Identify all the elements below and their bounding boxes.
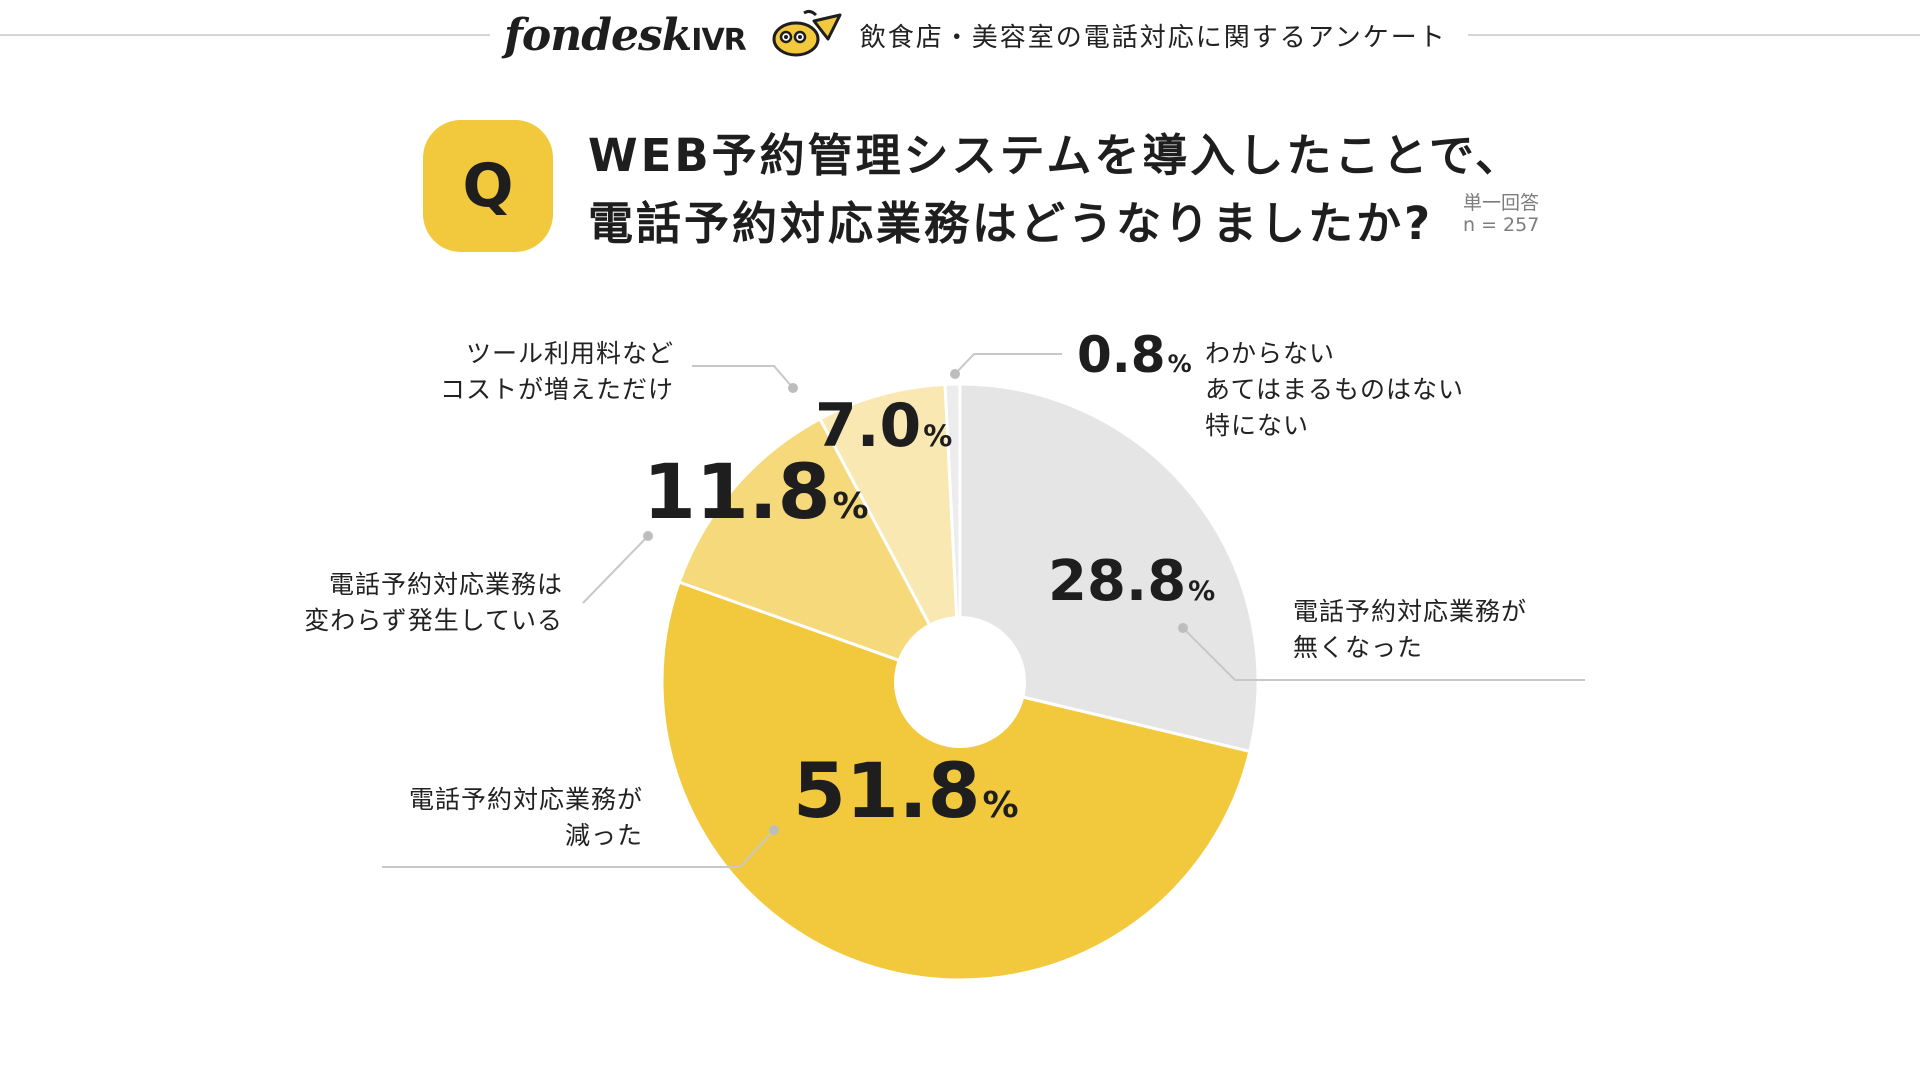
- pie-slice: [817, 382, 962, 683]
- category-label-line: 無くなった: [1293, 633, 1423, 662]
- category-label: ツール利用料などコストが増えただけ: [440, 339, 674, 404]
- pie-slice: [943, 382, 962, 683]
- header-rule-right: [1430, 34, 1920, 36]
- brand-logo: fondeskIVR: [504, 9, 747, 61]
- percent-label: 11.8%: [643, 447, 869, 536]
- category-label-line: 電話予約対応業務が: [1293, 597, 1527, 626]
- brand-name: fondesk: [504, 9, 692, 61]
- question-line-1: WEB予約管理システムを導入したことで、: [588, 129, 1524, 182]
- header-rule-left: [0, 34, 500, 36]
- category-label-line: 特にない: [1205, 411, 1309, 440]
- survey-title: 飲食店・美容室の電話対応に関するアンケート: [859, 22, 1447, 53]
- percent-value: 11.8: [643, 447, 831, 536]
- leader-dot: [643, 531, 653, 541]
- pie-slice: [677, 416, 964, 685]
- category-label-line: 変わらず発生している: [304, 606, 563, 635]
- answer-type: 単一回答: [1463, 192, 1540, 214]
- category-label: 電話予約対応業務は変わらず発生している: [304, 570, 563, 635]
- leader-line: [382, 829, 775, 868]
- category-label-line: ツール利用料など: [466, 339, 674, 368]
- leader-dot: [788, 383, 798, 393]
- question-text: WEB予約管理システムを導入したことで、 電話予約対応業務はどうなりましたか?: [588, 122, 1523, 258]
- category-label-line: 減った: [565, 821, 643, 850]
- category-label: 電話予約対応業務が無くなった: [1293, 597, 1527, 662]
- percent-value: 28.8: [1048, 549, 1186, 614]
- category-label-line: コストが増えただけ: [440, 375, 674, 404]
- percent-label: 0.8%: [1077, 326, 1192, 384]
- percent-value: 0.8: [1077, 326, 1166, 384]
- pie-slice: [660, 580, 1252, 982]
- question-line-2: 電話予約対応業務はどうなりましたか?: [588, 197, 1434, 250]
- category-label-line: あてはまるものはない: [1205, 375, 1464, 404]
- sample-size: n = 257: [1463, 214, 1540, 236]
- pie-slice: [958, 382, 1260, 754]
- category-label-line: 電話予約対応業務が: [409, 785, 643, 814]
- question-badge: Q: [423, 120, 553, 252]
- bird-mascot-icon: [772, 9, 842, 57]
- category-label: わからないあてはまるものはない特にない: [1205, 339, 1464, 440]
- percent-value: 51.8: [793, 746, 981, 835]
- percent-sign: %: [983, 785, 1019, 826]
- leader-line: [954, 353, 1062, 375]
- leader-dot: [769, 825, 779, 835]
- percent-label: 28.8%: [1048, 549, 1215, 614]
- leader-line: [692, 365, 794, 389]
- percent-sign: %: [833, 486, 869, 527]
- leader-line: [582, 535, 649, 604]
- percent-sign: %: [1168, 350, 1192, 378]
- percent-sign: %: [1188, 576, 1215, 607]
- category-label-line: 電話予約対応業務は: [329, 570, 563, 599]
- leader-dot: [1178, 623, 1188, 633]
- question-meta: 単一回答 n = 257: [1463, 192, 1539, 236]
- percent-sign: %: [923, 419, 952, 453]
- percent-value: 7.0: [815, 391, 921, 461]
- header: fondeskIVR 飲食店・美容室の電話対応に関するアンケート: [490, 0, 1468, 70]
- percent-label: 51.8%: [793, 746, 1019, 835]
- brand-suffix: IVR: [691, 22, 746, 58]
- percent-label: 7.0%: [815, 391, 952, 461]
- leader-dot: [950, 369, 960, 379]
- category-label: 電話予約対応業務が減った: [409, 785, 643, 850]
- category-label-line: わからない: [1205, 339, 1335, 368]
- leader-line: [1182, 627, 1585, 681]
- donut-hole: [894, 616, 1026, 748]
